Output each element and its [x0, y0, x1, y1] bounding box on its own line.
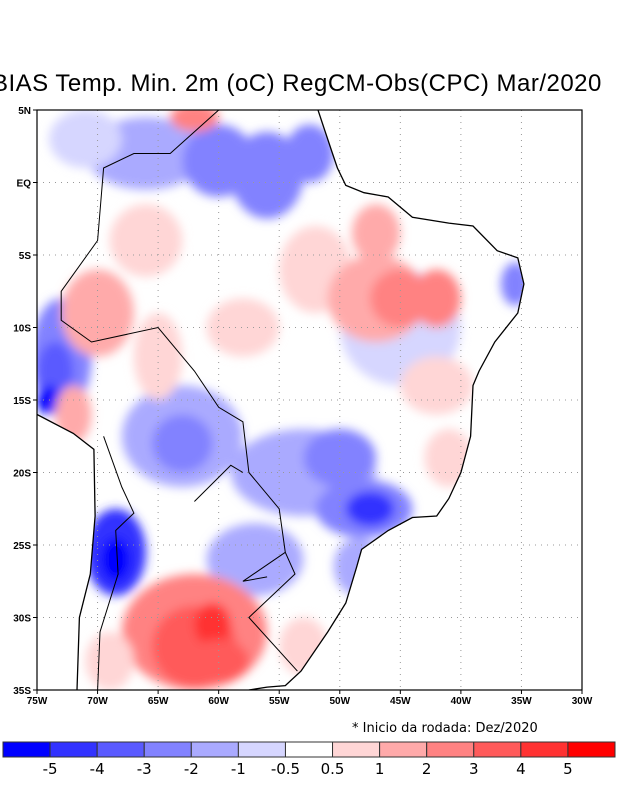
- colorbar-label: -5: [43, 760, 58, 778]
- bias-patch: [351, 204, 401, 263]
- bias-patch: [101, 537, 131, 582]
- colorbar-label: 1: [375, 760, 385, 778]
- lon-tick-label: 40W: [451, 696, 472, 707]
- colorbar-label: -4: [90, 760, 105, 778]
- bias-patch: [188, 639, 249, 683]
- colorbar-label: 4: [516, 760, 526, 778]
- bias-patch: [400, 356, 473, 415]
- bias-patch: [285, 124, 334, 183]
- colorbar-label: -2: [184, 760, 199, 778]
- colorbar-label: 5: [563, 760, 573, 778]
- lon-tick-label: 35W: [511, 696, 532, 707]
- lon-tick-label: 75W: [27, 696, 48, 707]
- lat-tick-label: 30S: [13, 614, 31, 625]
- lat-tick-label: 5S: [19, 251, 32, 262]
- colorbar-swatch: [49, 741, 98, 758]
- colorbar: -5 -4 -3 -2 -1 -0.5 0.5 1 2 3 4 5: [2, 741, 616, 778]
- colorbar-swatch: [520, 741, 569, 758]
- lat-tick-label: 10S: [13, 324, 31, 335]
- colorbar-swatch: [2, 741, 51, 758]
- colorbar-label: 0.5: [321, 760, 345, 778]
- bias-patch: [49, 110, 122, 168]
- lon-tick-label: 30W: [572, 696, 593, 707]
- bias-patch: [206, 523, 304, 596]
- colorbar-label: 2: [422, 760, 432, 778]
- colorbar-swatch: [190, 741, 239, 758]
- colorbar-swatch: [567, 741, 616, 758]
- coastline: [37, 110, 525, 690]
- colorbar-swatch: [473, 741, 522, 758]
- colorbar-swatch: [332, 741, 381, 758]
- run-start-note: * Inicio da rodada: Dez/2020: [352, 721, 538, 736]
- colorbar-label: -3: [137, 760, 152, 778]
- colorbar-label: -1: [231, 760, 246, 778]
- lon-tick-label: 50W: [329, 696, 350, 707]
- bias-patch: [152, 414, 213, 473]
- colorbar-swatch: [284, 741, 334, 758]
- bias-patch: [61, 269, 134, 357]
- colorbar-swatch: [96, 741, 145, 758]
- colorbar-swatch: [237, 741, 286, 758]
- lat-tick-label: 15S: [13, 396, 31, 407]
- lon-tick-label: 60W: [208, 696, 229, 707]
- colorbar-label: -0.5: [271, 760, 300, 778]
- lat-tick-label: 5N: [18, 106, 31, 117]
- colorbar-swatch: [143, 741, 192, 758]
- lat-axis: 5N EQ 5S 10S 15S 20S 25S 30S 35S: [13, 106, 37, 697]
- bias-patch: [85, 632, 134, 690]
- bias-patch: [37, 342, 74, 400]
- lon-tick-label: 65W: [148, 696, 169, 707]
- bias-patch: [370, 269, 431, 328]
- map-background: [37, 110, 582, 690]
- lat-tick-label: 35S: [13, 686, 31, 697]
- bias-field: [37, 110, 524, 690]
- bias-patch: [345, 491, 395, 527]
- bias-patch: [206, 298, 280, 357]
- bias-patch: [412, 269, 461, 328]
- lat-tick-label: EQ: [17, 179, 32, 190]
- lon-tick-label: 45W: [390, 696, 411, 707]
- lon-tick-label: 55W: [269, 696, 290, 707]
- lon-tick-label: 70W: [87, 696, 108, 707]
- colorbar-label: 3: [469, 760, 479, 778]
- lat-tick-label: 20S: [13, 469, 31, 480]
- lon-axis: 75W 70W 65W 60W 55W 50W 45W 40W 35W 30W: [27, 690, 593, 707]
- country-border: [60, 110, 298, 690]
- map-title: BIAS Temp. Min. 2m (oC) RegCM-Obs(CPC) M…: [0, 70, 602, 97]
- colorbar-swatch: [426, 741, 475, 758]
- bias-patch: [109, 204, 183, 277]
- bias-patch: [230, 131, 304, 219]
- lat-tick-label: 25S: [13, 541, 31, 552]
- bias-patch: [194, 603, 231, 647]
- colorbar-swatch: [379, 741, 428, 758]
- bias-patch: [170, 110, 219, 132]
